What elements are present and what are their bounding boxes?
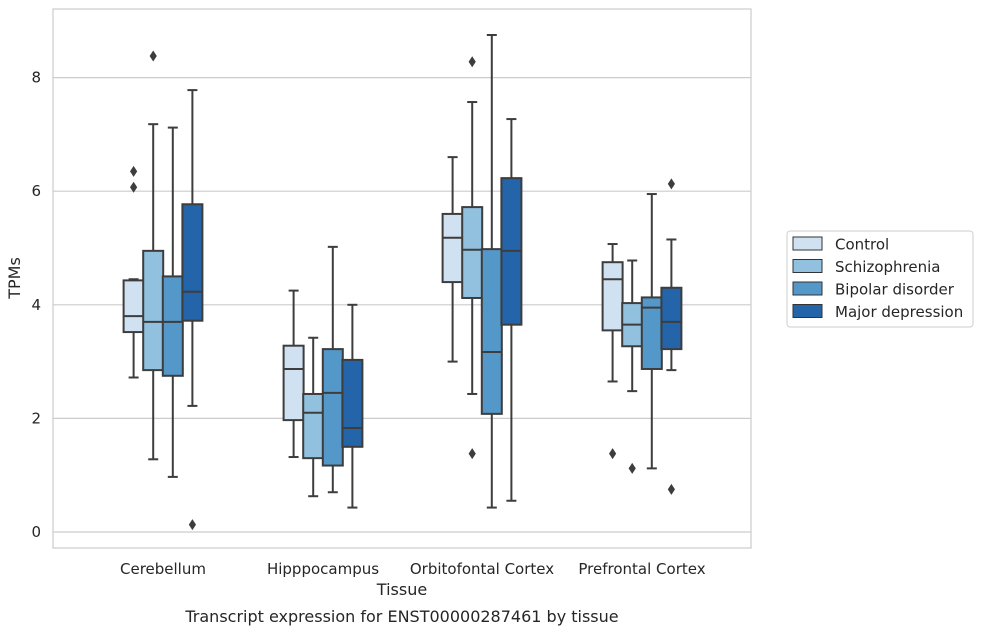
box-major-depression (181, 89, 204, 531)
legend: Control Schizophrenia Bipolar disorder Majo… (786, 230, 974, 328)
box-body (161, 275, 184, 377)
box-bipolar-disorder (480, 34, 503, 509)
x-tick-labels: Cerebellum Hipppocampus Orbitofontal Corte… (120, 560, 706, 578)
outlier-point (149, 50, 157, 62)
chart-caption: Transcript expression for ENST0000028746… (184, 607, 618, 626)
box-body (601, 261, 624, 332)
box-major-depression (660, 178, 683, 495)
legend-label: Control (835, 236, 889, 254)
box-body (302, 392, 325, 460)
box-control (441, 156, 464, 363)
outlier-point (667, 178, 675, 190)
box-bipolar-disorder (161, 126, 184, 478)
y-tick-label: 0 (31, 523, 41, 541)
y-axis-title: TPMs (5, 257, 24, 300)
box-body (142, 249, 165, 372)
outlier-point (188, 519, 196, 531)
plot-area-frame (52, 8, 752, 549)
y-tick-label: 8 (31, 69, 41, 87)
box-major-depression (500, 118, 523, 502)
box-body (321, 348, 344, 467)
box-bipolar-disorder (321, 245, 344, 494)
x-tick-label: Orbitofontal Cortex (410, 560, 554, 578)
x-axis-title: Tissue (376, 580, 427, 599)
boxes (122, 34, 683, 531)
box-control (601, 243, 624, 460)
x-tick-label: Hipppocampus (267, 560, 379, 578)
box-body (341, 358, 364, 448)
outlier-point (468, 448, 476, 460)
outlier-point (130, 165, 138, 177)
box-schizophrenia (461, 56, 484, 460)
outlier-point (130, 181, 138, 193)
legend-swatch (792, 236, 823, 251)
legend-label: Bipolar disorder (835, 281, 955, 299)
y-tick-label: 6 (31, 182, 41, 200)
box-body (282, 344, 305, 422)
y-tick-labels: 0 2 4 6 8 (31, 69, 41, 541)
legend-label: Major depression (835, 303, 963, 321)
y-tick-label: 2 (31, 409, 41, 427)
box-body (461, 206, 484, 299)
box-bipolar-disorder (640, 193, 663, 470)
box-body (181, 203, 204, 322)
legend-label: Schizophrenia (835, 258, 940, 276)
y-tick-label: 4 (31, 296, 41, 314)
x-tick-label: Cerebellum (120, 560, 206, 578)
box-control (282, 289, 305, 459)
box-schizophrenia (302, 336, 325, 498)
box-control (122, 165, 145, 379)
x-tick-label: Prefrontal Cortex (578, 560, 705, 578)
box-schizophrenia (142, 50, 165, 461)
box-body (480, 248, 503, 415)
box-body (660, 286, 683, 351)
outlier-point (609, 448, 617, 460)
box-major-depression (341, 303, 364, 509)
box-body (441, 212, 464, 284)
outlier-point (628, 462, 636, 474)
outlier-point (667, 483, 675, 495)
legend-swatch (792, 281, 823, 296)
legend-frame (786, 230, 974, 328)
legend-swatch (792, 304, 823, 318)
outlier-point (468, 56, 476, 68)
box-body (122, 279, 145, 334)
box-schizophrenia (621, 259, 644, 474)
legend-swatch (792, 259, 823, 273)
